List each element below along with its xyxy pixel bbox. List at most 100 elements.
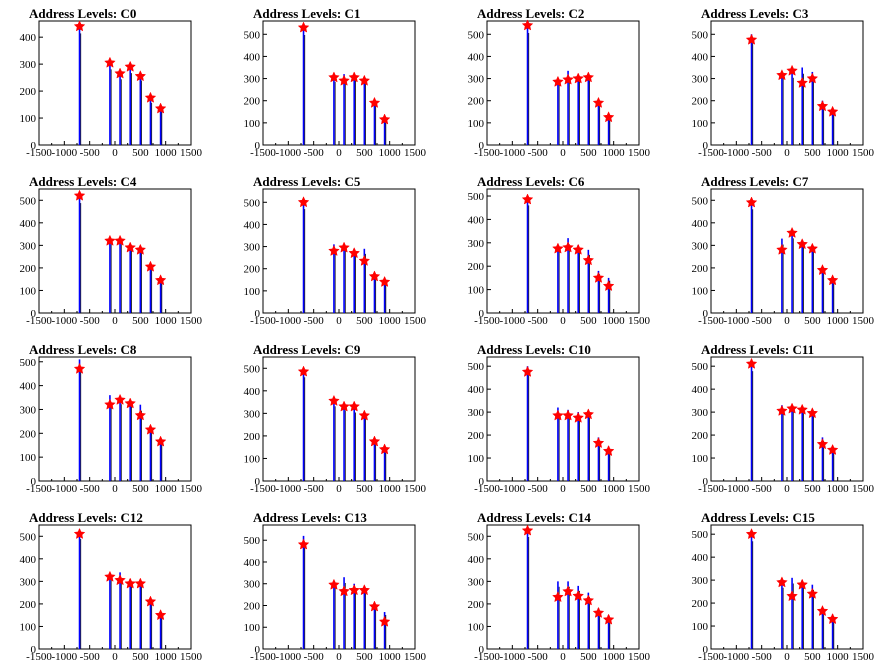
peak-marker (521, 19, 534, 31)
chart-title: Address Levels: C11 (701, 342, 815, 357)
x-tick-label: 1500 (180, 651, 203, 663)
x-tick-label: 0 (112, 147, 118, 159)
x-tick-label: -500 (304, 147, 325, 159)
peak-marker (104, 234, 116, 246)
y-tick-label: 400 (468, 554, 485, 566)
plot-frame (38, 524, 192, 650)
x-tick-label: -1500 (26, 651, 52, 663)
x-tick-label: 500 (356, 147, 373, 159)
peak-marker (582, 254, 595, 266)
x-tick-label: -1500 (474, 147, 500, 159)
peak-marker (124, 577, 137, 589)
peak-marker (348, 71, 361, 83)
y-tick-label: 400 (20, 381, 37, 393)
y-tick-label: 300 (20, 404, 37, 416)
x-tick-label: -1000 (723, 315, 749, 327)
x-tick-label: 0 (784, 315, 790, 327)
y-tick-label: 500 (692, 529, 709, 541)
x-tick-label: 500 (580, 651, 597, 663)
x-tick-label: -500 (752, 651, 773, 663)
peak-marker (297, 538, 310, 550)
y-tick-label: 500 (244, 197, 261, 209)
chart-panel-c3: Address Levels: C3 -1500 -1000 -500 0 500 1000… (672, 0, 896, 168)
chart-svg: -1500 -1000 -500 0 500 1000 1500 0 100 200 300 400 5… (244, 20, 427, 159)
peak-marker (816, 264, 829, 276)
x-tick-label: 1000 (155, 147, 178, 159)
x-tick-label: -1000 (499, 147, 525, 159)
y-tick-label: 100 (468, 453, 485, 465)
y-tick-label: 0 (479, 476, 485, 488)
peak-marker (358, 584, 371, 596)
y-tick-label: 500 (692, 29, 709, 41)
chart-svg: -1500 -1000 -500 0 500 1000 1500 0 100 200 300 400 5… (244, 524, 427, 663)
x-tick-label: -500 (304, 483, 325, 495)
peak-marker (124, 397, 137, 409)
peak-marker (114, 574, 126, 586)
x-tick-label: 500 (356, 651, 373, 663)
y-tick-label: 300 (244, 74, 261, 86)
y-tick-label: 400 (20, 218, 37, 230)
y-tick-label: 200 (468, 599, 485, 611)
peak-marker (745, 528, 758, 540)
peak-marker (776, 576, 788, 588)
y-tick-label: 0 (479, 644, 485, 656)
peak-marker (572, 411, 585, 423)
chart-title: Address Levels: C6 (477, 174, 585, 189)
peak-marker (745, 33, 758, 45)
x-tick-label: -500 (528, 147, 549, 159)
chart-panel-c5: Address Levels: C5 -1500 -1000 -500 0 500 1000… (224, 168, 448, 336)
peak-marker (144, 595, 157, 607)
x-tick-label: 0 (560, 651, 566, 663)
x-tick-label: -1500 (250, 651, 276, 663)
x-tick-label: 500 (132, 315, 149, 327)
y-tick-label: 400 (692, 552, 709, 564)
peak-marker (776, 69, 788, 81)
peak-marker (786, 64, 798, 76)
peak-marker (358, 409, 371, 421)
x-tick-label: 1000 (827, 483, 850, 495)
x-tick-label: 1000 (603, 147, 626, 159)
peak-marker (378, 615, 391, 627)
x-tick-label: 0 (560, 315, 566, 327)
chart-panel-c8: Address Levels: C8 -1500 -1000 -500 0 500 1000… (0, 336, 224, 504)
x-tick-label: 1500 (180, 147, 203, 159)
peak-marker (73, 362, 86, 374)
y-tick-label: 300 (20, 576, 37, 588)
peak-marker (521, 524, 534, 536)
peak-marker (582, 71, 595, 83)
y-tick-label: 500 (692, 361, 709, 373)
y-tick-label: 100 (20, 452, 37, 464)
y-tick-label: 0 (255, 140, 261, 152)
peak-marker (806, 407, 819, 419)
y-tick-label: 500 (468, 531, 485, 543)
y-tick-label: 100 (692, 285, 709, 297)
x-tick-label: -1000 (275, 147, 301, 159)
plot-frame (486, 524, 640, 650)
y-tick-label: 0 (479, 308, 485, 320)
peak-marker (368, 435, 381, 447)
y-tick-label: 500 (468, 191, 485, 203)
chart-title: Address Levels: C9 (253, 342, 361, 357)
x-tick-label: 500 (804, 147, 821, 159)
x-tick-label: -1500 (474, 651, 500, 663)
chart-svg: -1500 -1000 -500 0 500 1000 1500 0 100 200 300 400 5… (468, 524, 651, 663)
x-tick-label: 1500 (404, 651, 427, 663)
x-tick-label: 1500 (628, 147, 651, 159)
peak-marker (592, 606, 605, 618)
x-tick-label: 500 (580, 315, 597, 327)
peak-marker (776, 243, 788, 255)
x-tick-label: 0 (560, 147, 566, 159)
y-tick-label: 400 (692, 384, 709, 396)
chart-panel-c10: Address Levels: C10 -1500 -1000 -500 0 500 100… (448, 336, 672, 504)
peak-marker (572, 243, 585, 255)
chart-panel-c2: Address Levels: C2 -1500 -1000 -500 0 500 1000… (448, 0, 672, 168)
peak-marker (826, 105, 839, 117)
y-tick-label: 200 (20, 428, 37, 440)
chart-title: Address Levels: C13 (253, 510, 367, 525)
chart-title: Address Levels: C15 (701, 510, 815, 525)
peak-marker (562, 585, 574, 597)
y-tick-label: 200 (692, 430, 709, 442)
y-tick-label: 200 (20, 86, 37, 98)
x-tick-label: -1000 (499, 315, 525, 327)
